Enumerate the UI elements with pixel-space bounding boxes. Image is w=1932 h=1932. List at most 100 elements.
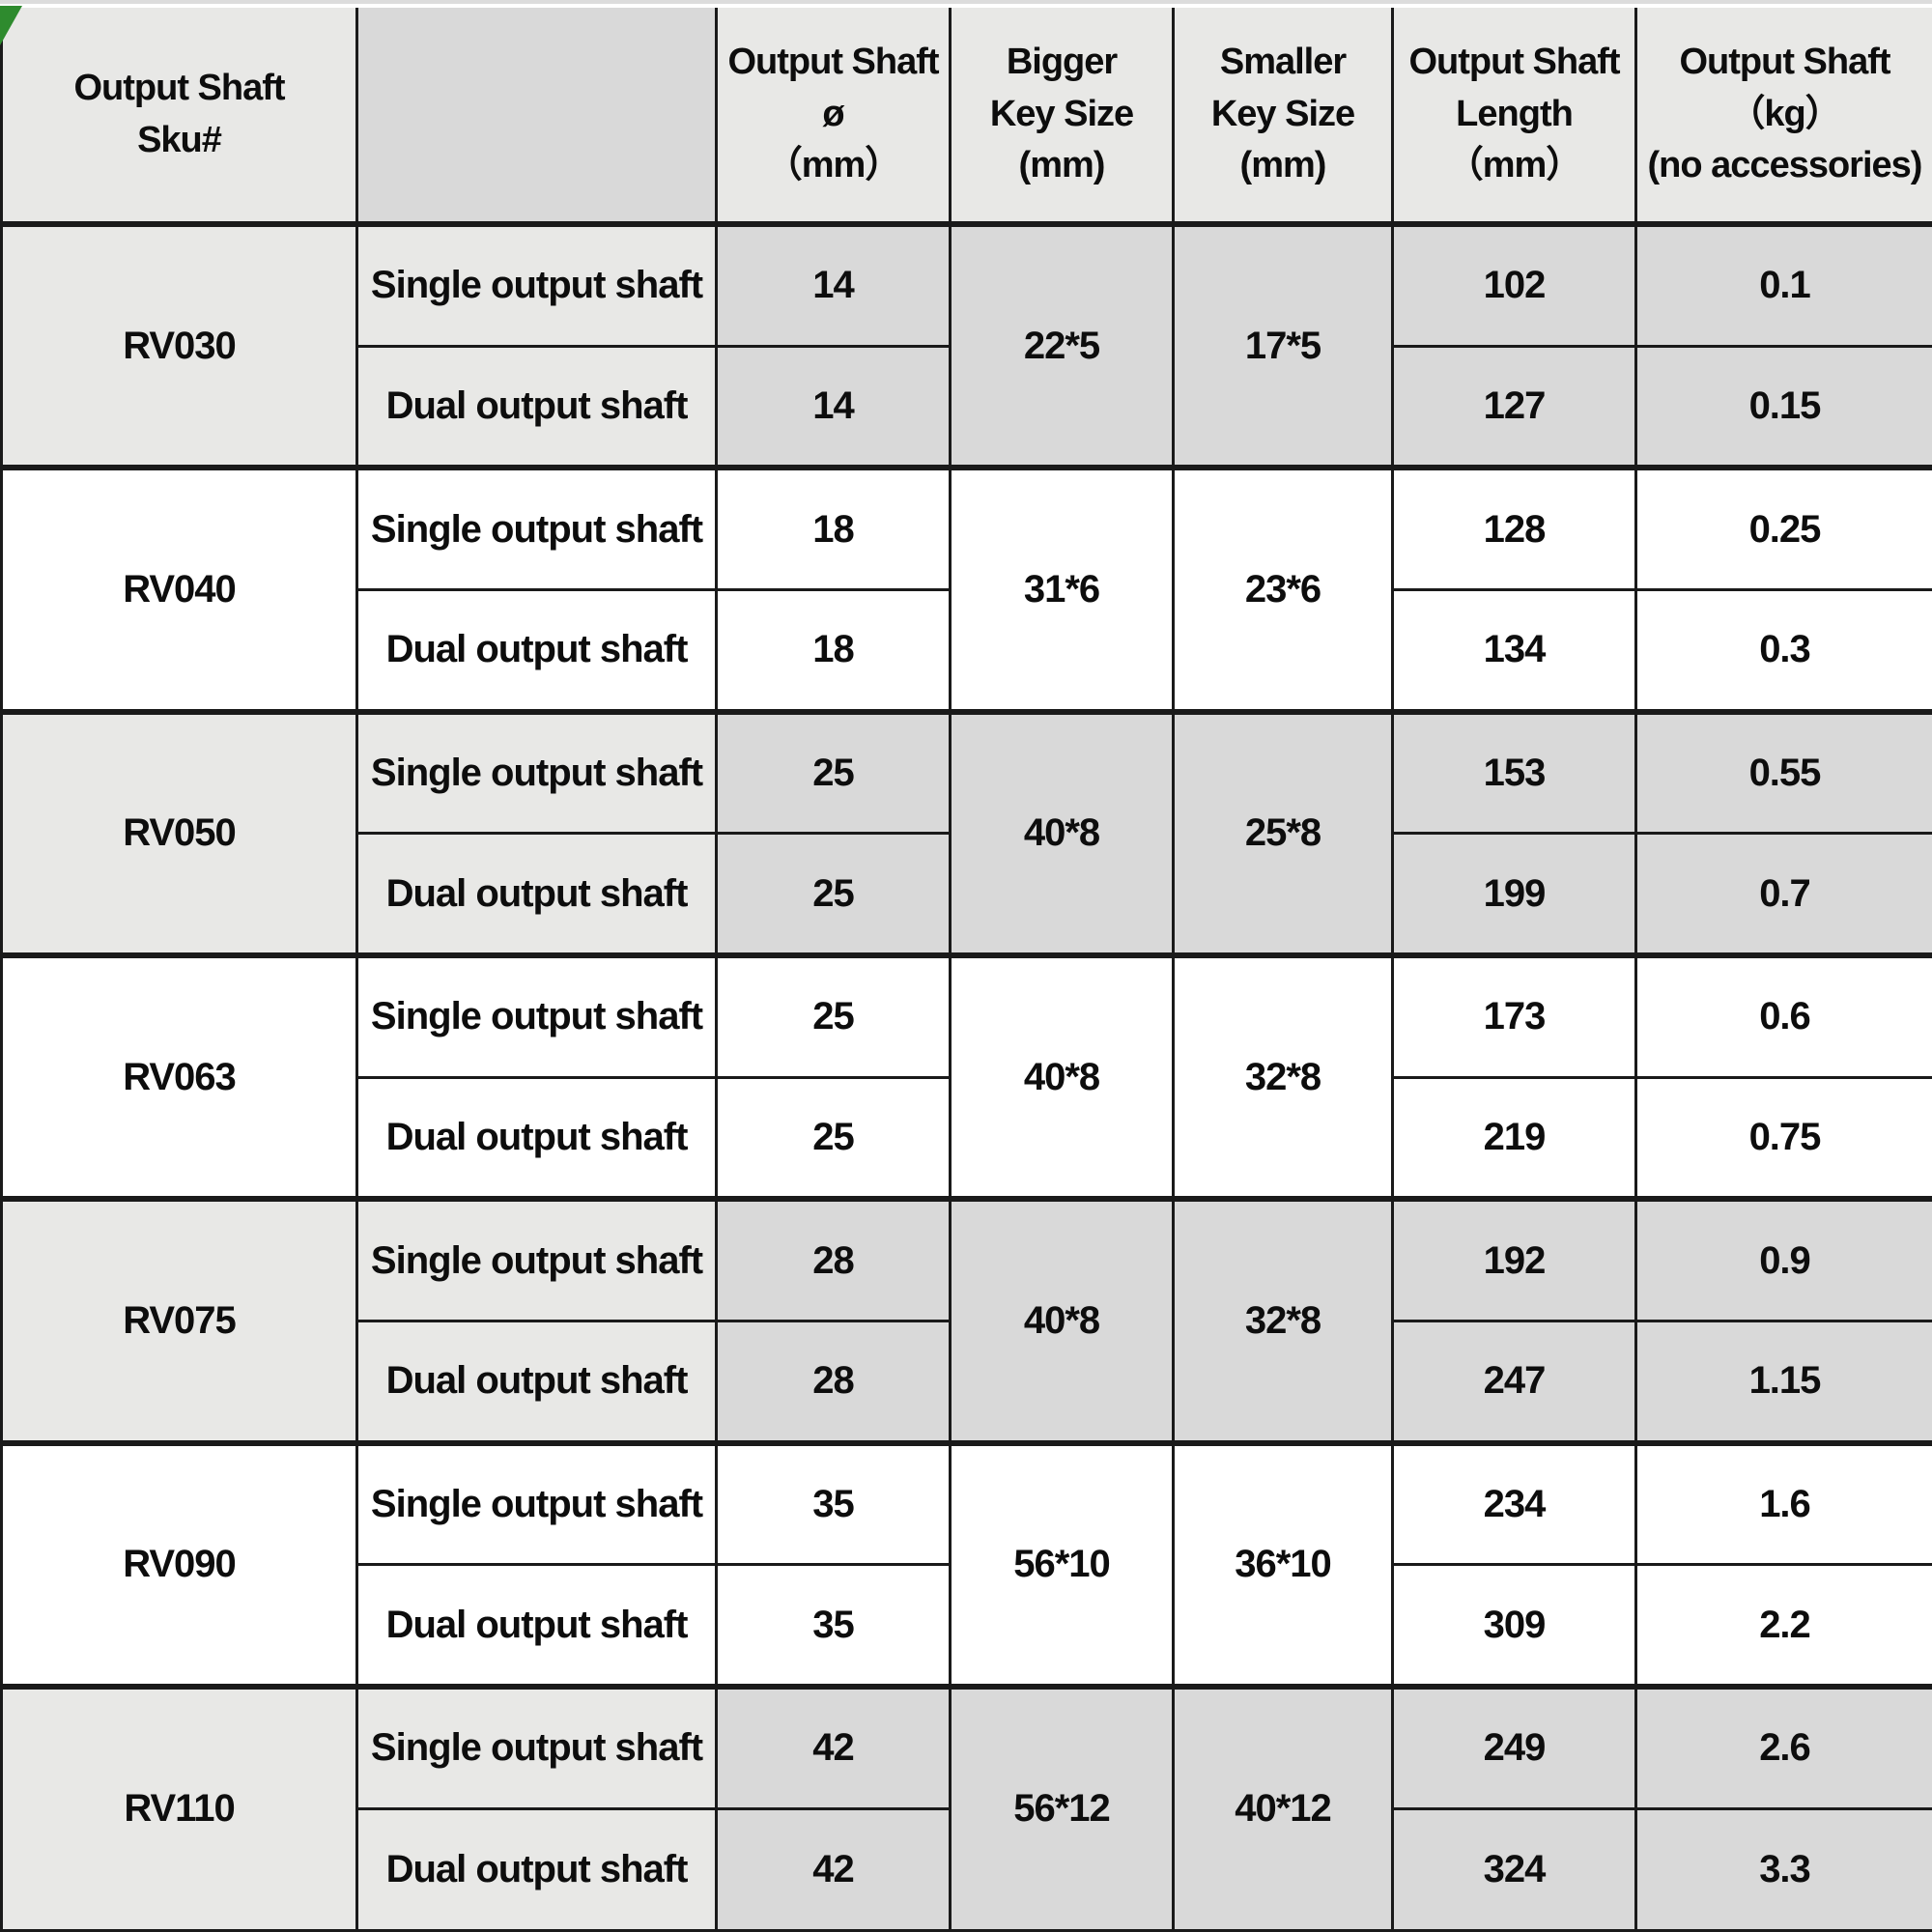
weight-cell: 0.6 xyxy=(1634,952,1932,1079)
bigger-key-cell: 40*8 xyxy=(949,952,1175,1201)
sku-cell: RV075 xyxy=(0,1196,358,1445)
header-cell-bigger-key: Bigger Key Size (mm) xyxy=(949,8,1175,227)
block-row: Dual output shaft 14 127 0.15 xyxy=(2,344,1932,469)
bigger-key-cell: 56*12 xyxy=(949,1684,1175,1932)
block-row: Dual output shaft 42 324 3.3 xyxy=(2,1806,1932,1932)
type-cell: Dual output shaft xyxy=(355,344,718,469)
bigger-key-cell: 40*8 xyxy=(949,1196,1175,1445)
weight-cell: 0.25 xyxy=(1634,465,1932,592)
sku-cell: RV040 xyxy=(0,465,358,714)
diameter-cell: 14 xyxy=(715,220,952,348)
type-cell: Dual output shaft xyxy=(355,1806,718,1932)
header-cell-smaller-key: Smaller Key Size (mm) xyxy=(1172,8,1394,227)
type-cell: Single output shaft xyxy=(355,1439,718,1567)
header-cell-sku: Output Shaft Sku# xyxy=(0,8,358,227)
block-row: Dual output shaft 25 219 0.75 xyxy=(2,1075,1932,1201)
length-cell: 234 xyxy=(1391,1439,1637,1567)
type-cell: Dual output shaft xyxy=(355,1320,718,1445)
bigger-key-cell: 22*5 xyxy=(949,220,1175,469)
type-cell: Single output shaft xyxy=(355,1196,718,1323)
weight-cell: 1.15 xyxy=(1634,1320,1932,1445)
type-cell: Single output shaft xyxy=(355,220,718,348)
bigger-key-cell: 40*8 xyxy=(949,708,1175,957)
header-cell-weight: Output Shaft （kg） (no accessories) xyxy=(1634,8,1932,227)
weight-cell: 0.55 xyxy=(1634,708,1932,836)
diameter-cell: 42 xyxy=(715,1806,952,1932)
smaller-key-cell: 32*8 xyxy=(1172,1196,1394,1445)
smaller-key-cell: 36*10 xyxy=(1172,1439,1394,1689)
spec-table: Output Shaft Sku# Output Shaft ø （mm） Bi… xyxy=(0,8,1932,1932)
type-cell: Dual output shaft xyxy=(355,1075,718,1201)
diameter-cell: 14 xyxy=(715,344,952,469)
block-row: RV110 Single output shaft 42 56*12 40*12… xyxy=(0,1684,1932,1932)
top-strip xyxy=(0,0,1932,4)
smaller-key-cell: 32*8 xyxy=(1172,952,1394,1201)
length-cell: 192 xyxy=(1391,1196,1637,1323)
sku-cell: RV050 xyxy=(0,708,358,957)
block-row: Dual output shaft 25 199 0.7 xyxy=(2,832,1932,957)
weight-cell: 3.3 xyxy=(1634,1806,1932,1932)
block-row: Dual output shaft 35 309 2.2 xyxy=(2,1563,1932,1689)
weight-cell: 0.7 xyxy=(1634,832,1932,957)
length-cell: 128 xyxy=(1391,465,1637,592)
block-row: RV075 Single output shaft 28 40*8 32*8 1… xyxy=(0,1196,1932,1445)
block-row: RV030 Single output shaft 14 22*5 17*5 1… xyxy=(0,220,1932,469)
length-cell: 102 xyxy=(1391,220,1637,348)
length-cell: 199 xyxy=(1391,832,1637,957)
type-cell: Single output shaft xyxy=(355,1684,718,1810)
type-cell: Single output shaft xyxy=(355,952,718,1079)
sku-cell: RV030 xyxy=(0,220,358,469)
block-row: RV090 Single output shaft 35 56*10 36*10… xyxy=(0,1439,1932,1689)
diameter-cell: 25 xyxy=(715,1075,952,1201)
weight-cell: 0.15 xyxy=(1634,344,1932,469)
diameter-cell: 35 xyxy=(715,1439,952,1567)
header-cell-length: Output Shaft Length （mm） xyxy=(1391,8,1637,227)
block-row: Dual output shaft 18 134 0.3 xyxy=(2,588,1932,714)
weight-cell: 0.1 xyxy=(1634,220,1932,348)
diameter-cell: 25 xyxy=(715,952,952,1079)
diameter-cell: 28 xyxy=(715,1320,952,1445)
weight-cell: 2.6 xyxy=(1634,1684,1932,1810)
diameter-cell: 25 xyxy=(715,708,952,836)
length-cell: 309 xyxy=(1391,1563,1637,1689)
block-row: RV063 Single output shaft 25 40*8 32*8 1… xyxy=(0,952,1932,1201)
smaller-key-cell: 23*6 xyxy=(1172,465,1394,714)
block-row: RV040 Single output shaft 18 31*6 23*6 1… xyxy=(0,465,1932,714)
length-cell: 249 xyxy=(1391,1684,1637,1810)
header-cell-diameter: Output Shaft ø （mm） xyxy=(715,8,952,227)
type-cell: Dual output shaft xyxy=(355,588,718,714)
length-cell: 173 xyxy=(1391,952,1637,1079)
type-cell: Single output shaft xyxy=(355,708,718,836)
diameter-cell: 28 xyxy=(715,1196,952,1323)
bigger-key-cell: 56*10 xyxy=(949,1439,1175,1689)
weight-cell: 2.2 xyxy=(1634,1563,1932,1689)
smaller-key-cell: 17*5 xyxy=(1172,220,1394,469)
weight-cell: 0.75 xyxy=(1634,1075,1932,1201)
smaller-key-cell: 25*8 xyxy=(1172,708,1394,957)
smaller-key-cell: 40*12 xyxy=(1172,1684,1394,1932)
weight-cell: 0.3 xyxy=(1634,588,1932,714)
block-row: Dual output shaft 28 247 1.15 xyxy=(2,1320,1932,1445)
type-cell: Dual output shaft xyxy=(355,832,718,957)
diameter-cell: 42 xyxy=(715,1684,952,1810)
length-cell: 324 xyxy=(1391,1806,1637,1932)
type-cell: Dual output shaft xyxy=(355,1563,718,1689)
sku-cell: RV110 xyxy=(0,1684,358,1932)
diameter-cell: 18 xyxy=(715,588,952,714)
sku-cell: RV090 xyxy=(0,1439,358,1689)
sku-cell: RV063 xyxy=(0,952,358,1201)
length-cell: 153 xyxy=(1391,708,1637,836)
diameter-cell: 35 xyxy=(715,1563,952,1689)
weight-cell: 1.6 xyxy=(1634,1439,1932,1567)
bigger-key-cell: 31*6 xyxy=(949,465,1175,714)
diameter-cell: 18 xyxy=(715,465,952,592)
type-cell: Single output shaft xyxy=(355,465,718,592)
block-row: RV050 Single output shaft 25 40*8 25*8 1… xyxy=(0,708,1932,957)
diameter-cell: 25 xyxy=(715,832,952,957)
length-cell: 127 xyxy=(1391,344,1637,469)
table-header-row: Output Shaft Sku# Output Shaft ø （mm） Bi… xyxy=(0,8,1932,227)
length-cell: 134 xyxy=(1391,588,1637,714)
length-cell: 247 xyxy=(1391,1320,1637,1445)
header-cell-type xyxy=(355,8,718,227)
